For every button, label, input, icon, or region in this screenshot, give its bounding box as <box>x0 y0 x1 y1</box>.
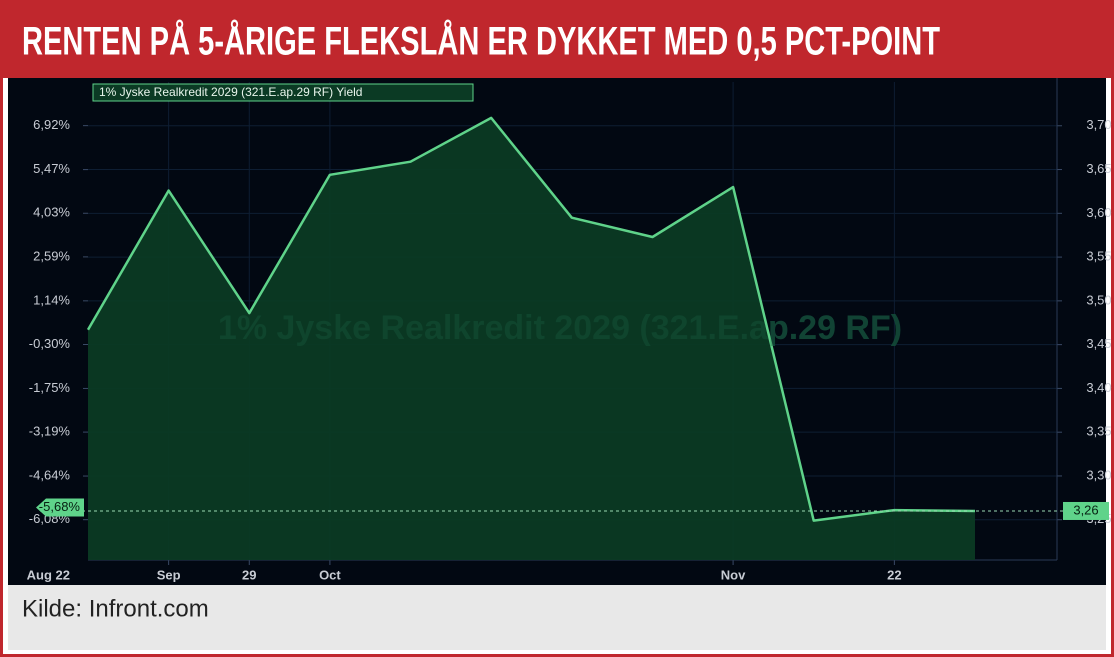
y-tick-label: 3,65 <box>1086 161 1111 176</box>
y2-tick-label: -0,30% <box>29 336 71 351</box>
chart-title: RENTEN PÅ 5-ÅRIGE FLEKSLÅN ER DYKKET MED… <box>22 19 940 64</box>
y-tick-label: 3,45 <box>1086 336 1111 351</box>
y-tick-label: 3,50 <box>1086 292 1111 307</box>
x-tick-label: Oct <box>319 567 341 582</box>
x-tick-label: Aug 22 <box>27 567 70 582</box>
y2-tick-label: -4,64% <box>29 467 71 482</box>
footer <box>8 585 1106 650</box>
last-value-label: 3,26 <box>1073 502 1098 517</box>
y-tick-label: 3,55 <box>1086 249 1111 264</box>
y-tick-label: 3,30 <box>1086 467 1111 482</box>
y-tick-label: 3,40 <box>1086 380 1111 395</box>
y-tick-label: 3,35 <box>1086 424 1111 439</box>
watermark-overlay: 1% Jyske Realkredit 2029 (321.E.ap.29 RF… <box>218 309 902 347</box>
y2-tick-label: 2,59% <box>33 248 70 263</box>
x-tick-label: 29 <box>242 567 256 582</box>
y2-tick-label: 6,92% <box>33 117 70 132</box>
y2-tick-label: -1,75% <box>29 380 71 395</box>
legend-entry: 1% Jyske Realkredit 2029 (321.E.ap.29 RF… <box>99 85 362 99</box>
x-tick-label: Sep <box>157 567 181 582</box>
y2-tick-label: 4,03% <box>33 205 70 220</box>
line <box>86 116 976 522</box>
area <box>88 117 975 561</box>
y-tick-label: 3,70 <box>1086 117 1111 132</box>
plot: 3,253,303,353,403,453,503,553,603,653,70… <box>27 78 1112 582</box>
title-bar <box>0 0 1114 78</box>
legend-box <box>92 83 474 102</box>
y-tick-label: 3,60 <box>1086 205 1111 220</box>
source: Kilde: Infront.com <box>22 595 209 622</box>
y2-tick-label: -3,19% <box>29 424 71 439</box>
y2-tick-label: 1,14% <box>33 292 70 307</box>
last-y2-badge <box>36 498 84 517</box>
x-tick-label: 22 <box>887 567 901 582</box>
x-tick-label: Nov <box>721 567 746 582</box>
y2-tick-label: 5,47% <box>33 161 70 176</box>
last-y2-label: -5,68% <box>39 499 81 514</box>
last-value-badge <box>1063 501 1109 520</box>
